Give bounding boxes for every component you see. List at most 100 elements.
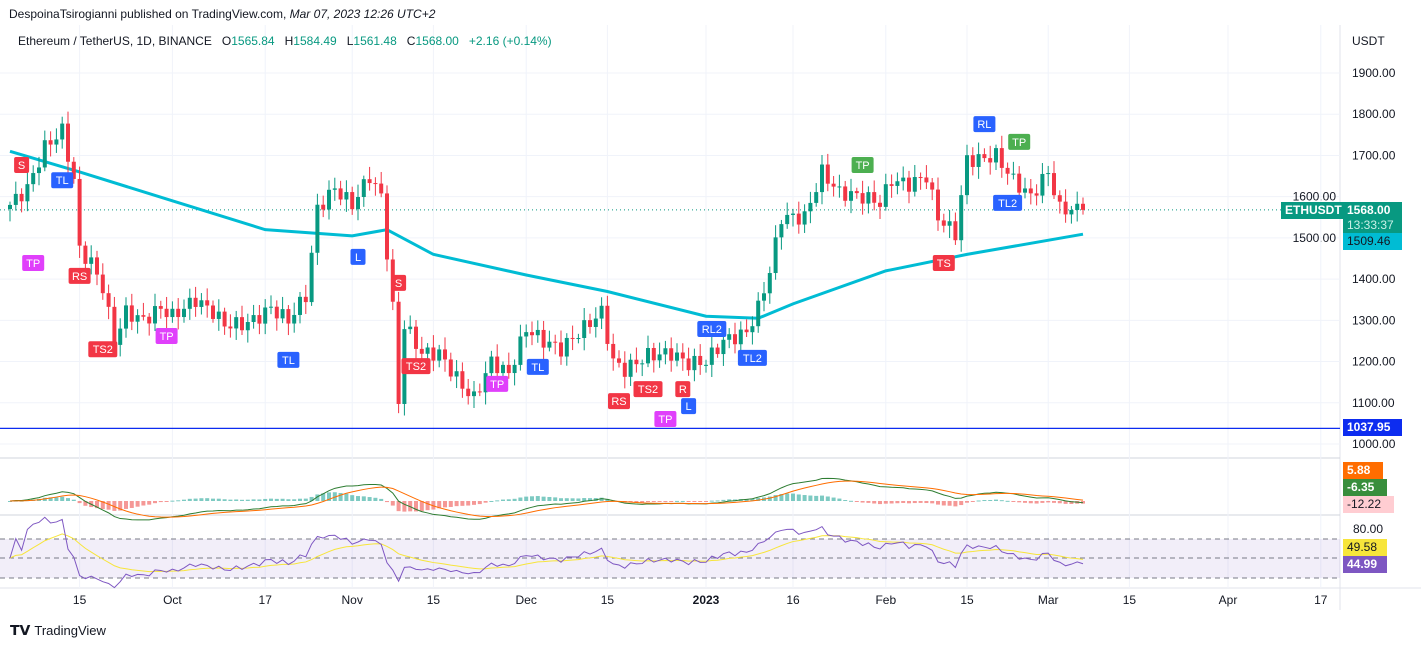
macd-histogram-bar	[48, 497, 53, 501]
candle	[211, 300, 215, 323]
macd-histogram-bar	[802, 495, 807, 501]
macd-histogram-bar	[901, 501, 906, 503]
macd-histogram-bar	[814, 495, 819, 501]
candle-body	[216, 311, 221, 319]
candle-body	[1011, 173, 1016, 175]
candle-body	[541, 329, 546, 348]
candle	[1069, 205, 1074, 224]
candle-body	[263, 307, 268, 324]
macd-histogram-bar	[854, 501, 859, 502]
candle-body	[825, 164, 830, 184]
candle-body	[657, 354, 662, 361]
candle	[651, 342, 656, 373]
candle	[112, 296, 117, 350]
candle-body	[704, 364, 708, 366]
macd-histogram-bar	[988, 499, 993, 501]
signal-badge	[350, 248, 366, 265]
macd-histogram-bar	[228, 499, 233, 501]
candle-body	[414, 326, 418, 349]
candle-body	[570, 337, 575, 339]
candle	[1005, 162, 1010, 185]
candle	[947, 210, 952, 239]
candle	[332, 177, 337, 201]
candle-body	[193, 297, 198, 307]
macd-histogram-bar	[199, 498, 204, 501]
signal-badge	[88, 341, 118, 358]
candle	[118, 318, 123, 357]
tradingview-logo[interactable]: 𝗧𝗩 TradingView	[10, 622, 106, 639]
macd-histogram-bar	[750, 498, 755, 501]
candle	[1023, 177, 1027, 199]
candle	[77, 166, 82, 258]
macd-histogram-bar	[570, 498, 575, 501]
candle-body	[1057, 195, 1062, 202]
macd-histogram-bar	[112, 501, 117, 511]
macd-histogram-bar	[448, 501, 453, 507]
macd-histogram-bar	[773, 495, 778, 501]
macd-line	[9, 477, 1084, 521]
signal-badge	[22, 255, 45, 272]
candle-body	[489, 356, 494, 374]
macd-histogram-bar	[1023, 501, 1027, 503]
macd-histogram-bar	[222, 499, 227, 501]
published-date: Mar 07, 2023 12:26 UTC+2	[289, 7, 436, 21]
y-tick-label: 1600.00	[1293, 190, 1337, 204]
candle-body	[466, 388, 471, 397]
candle	[385, 185, 389, 272]
candle-body	[234, 317, 239, 329]
countdown: 13:33:37	[1347, 218, 1394, 232]
macd-histogram-bar	[524, 496, 529, 501]
candle-body	[472, 391, 476, 397]
candle-body	[530, 332, 534, 336]
candle	[13, 181, 18, 211]
candle-body	[338, 188, 343, 200]
macd-histogram-bar	[379, 498, 384, 501]
candle	[895, 172, 900, 195]
macd-histogram-bar	[83, 501, 88, 506]
candle	[617, 350, 621, 368]
macd-histogram-bar	[460, 501, 465, 506]
macd-histogram-bar	[315, 494, 320, 501]
candle	[854, 187, 859, 199]
candle-body	[245, 322, 250, 331]
candle-body	[182, 308, 186, 318]
candle-body	[495, 356, 500, 374]
candle	[889, 174, 894, 198]
candle-body	[738, 329, 743, 345]
ohlc-legend: Ethereum / TetherUS, 1D, BINANCE O1565.8…	[18, 34, 552, 48]
signal-badge	[391, 274, 407, 291]
signal-label: TP	[26, 258, 40, 270]
signal-label: TP	[1012, 137, 1026, 149]
candle	[924, 165, 929, 190]
macd-histogram-bar	[356, 496, 360, 501]
candle	[356, 184, 360, 221]
high-value: 1584.49	[293, 34, 337, 48]
candle-body	[54, 139, 59, 145]
candle-body	[907, 177, 911, 192]
macd-histogram-bar	[303, 498, 308, 501]
open-value: 1565.84	[231, 34, 275, 48]
signal-label: TS2	[638, 384, 658, 396]
macd-histogram-bar	[994, 499, 998, 501]
candle-body	[988, 158, 993, 163]
macd-histogram-bar	[518, 497, 523, 501]
y-tick-label: 1300.00	[1352, 313, 1396, 327]
candle-body	[141, 315, 146, 317]
candle-body	[640, 363, 645, 365]
brand-name: TradingView	[34, 623, 106, 638]
candle	[216, 299, 221, 331]
candle-body	[686, 358, 691, 371]
macd-histogram-bar	[698, 501, 703, 502]
candle	[611, 333, 616, 371]
candle-body	[1075, 203, 1080, 211]
macd-histogram-bar	[756, 498, 761, 501]
candle	[257, 305, 262, 335]
x-tick-label: Mar	[1038, 593, 1059, 607]
macd-histogram-bar	[872, 501, 877, 504]
signal-label: TL	[531, 362, 544, 374]
candle	[518, 324, 523, 371]
candle-body	[547, 341, 552, 348]
macd-histogram-bar	[501, 499, 505, 501]
candle-body	[785, 214, 790, 225]
